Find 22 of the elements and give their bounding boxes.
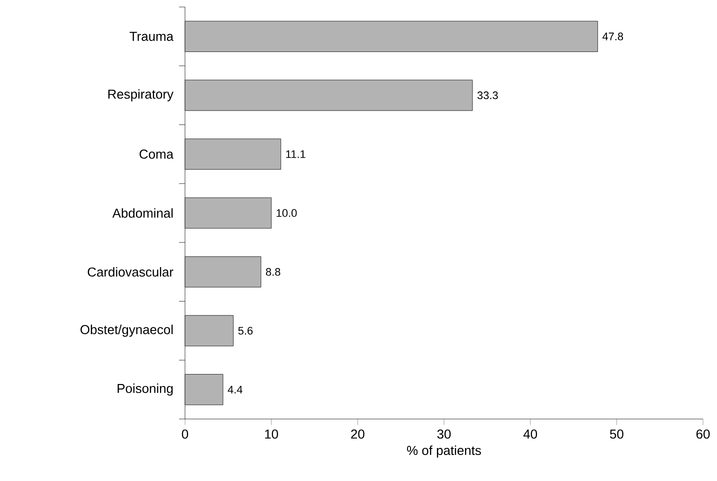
data-label: 11.1 <box>286 150 306 158</box>
data-label: 33.3 <box>477 91 498 100</box>
x-tick-label: 30 <box>437 429 451 439</box>
data-label: 4.4 <box>228 386 242 394</box>
y-tick-label: Cardiovascular <box>88 267 174 277</box>
x-tick-label: 20 <box>351 429 364 439</box>
y-tick-label: Coma <box>140 150 174 159</box>
x-tick-label: 40 <box>523 429 538 439</box>
x-tick-label: 60 <box>696 429 710 439</box>
data-label: 10.0 <box>276 209 297 217</box>
x-axis-title: % of patients <box>407 446 481 458</box>
y-tick-label: Trauma <box>130 32 174 41</box>
y-tick-label: Obstet/gynaecol <box>80 324 173 337</box>
data-label: 8.8 <box>266 268 280 276</box>
data-label: 47.8 <box>602 32 624 40</box>
y-tick-label: Respiratory <box>108 89 174 102</box>
y-tick-label: Abdominal <box>112 208 173 218</box>
x-tick-label: 50 <box>610 429 624 439</box>
x-tick-label: 0 <box>182 429 188 439</box>
data-label: 5.6 <box>238 326 253 335</box>
y-tick-label: Poisoning <box>118 384 173 396</box>
x-tick-label: 10 <box>265 429 278 439</box>
